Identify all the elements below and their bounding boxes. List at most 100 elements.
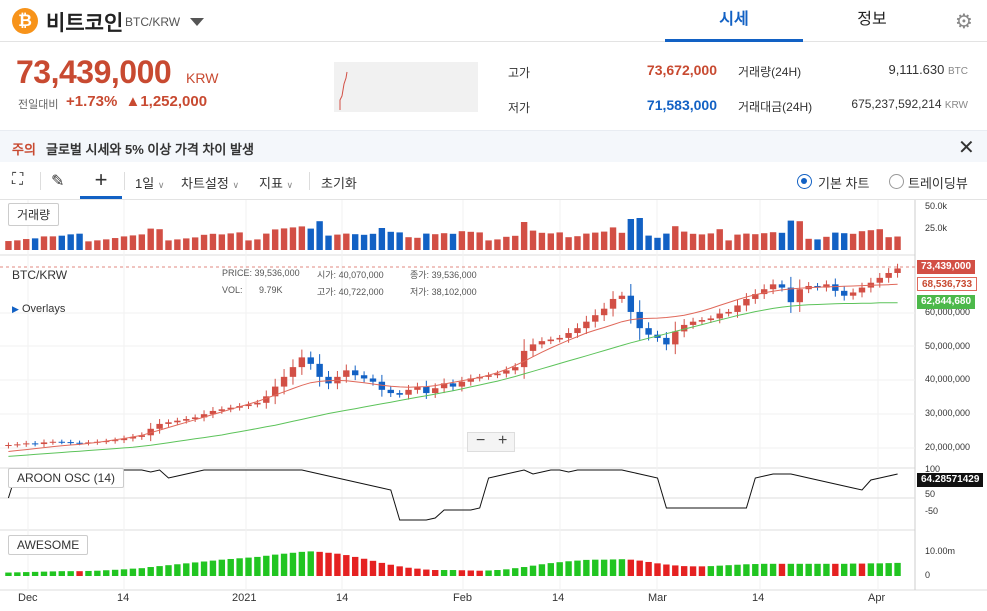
gear-icon[interactable]: ⚙ <box>955 11 973 33</box>
volume-bar <box>387 231 394 250</box>
volume-bar <box>894 236 901 250</box>
candle <box>725 311 732 314</box>
ohlc-open-label: 시가: <box>317 270 337 280</box>
tradingview-radio[interactable] <box>889 174 904 189</box>
awesome-bar <box>876 563 883 576</box>
tab-quote[interactable]: 시세 <box>665 0 803 42</box>
awesome-bar <box>103 570 110 576</box>
amount-number: 675,237,592,214 <box>851 97 942 111</box>
chart-settings-button[interactable]: 차트설정 ∨ <box>181 173 239 192</box>
interval-select[interactable]: 1일 ∨ <box>135 173 164 192</box>
awesome-tick: 10.00m <box>925 546 956 556</box>
candle <box>129 436 137 439</box>
candle <box>227 407 234 410</box>
zoom-in-button[interactable]: + <box>498 432 508 449</box>
tab-info[interactable]: 정보 <box>857 11 887 28</box>
awesome-bar <box>645 561 652 576</box>
x-tick: Mar <box>648 592 667 604</box>
aroon-tag: 64.28571429 <box>917 473 984 487</box>
candle <box>449 383 457 387</box>
volume-bar <box>743 233 750 250</box>
current-price: 73,439,000 <box>16 54 172 90</box>
candle <box>191 417 199 420</box>
volume-bar <box>458 231 466 250</box>
candle <box>627 295 635 312</box>
awesome-bar <box>5 572 12 576</box>
low-label: 저가 <box>508 101 531 115</box>
awesome-bar <box>49 571 57 576</box>
change-amount: ▲1,252,000 <box>125 93 208 110</box>
awesome-bar <box>698 566 706 576</box>
close-icon[interactable]: ✕ <box>958 137 975 159</box>
pencil-icon[interactable]: ✎ <box>51 173 65 190</box>
volume-bar <box>351 234 359 250</box>
indicators-button[interactable]: 지표 ∨ <box>259 173 293 192</box>
volume-bar <box>174 239 181 250</box>
chevron-down-icon[interactable] <box>190 18 204 26</box>
candle <box>200 414 208 418</box>
awesome-bar <box>378 562 386 576</box>
basic-chart-radio[interactable] <box>797 174 812 189</box>
chart-canvas[interactable] <box>0 200 987 611</box>
candle <box>716 313 723 319</box>
awesome-bar <box>218 559 226 576</box>
candle <box>769 284 777 290</box>
awesome-tick: 0 <box>925 570 931 580</box>
candle <box>254 402 261 405</box>
candle <box>369 378 377 382</box>
candle <box>663 337 670 345</box>
volume-bar <box>343 233 350 250</box>
awesome-bar <box>716 565 723 576</box>
chart-settings-label: 차트설정 <box>181 176 229 191</box>
awesome-bar <box>138 568 146 576</box>
awesome-bar <box>183 563 190 576</box>
overlays-toggle[interactable]: ▶ Overlays <box>12 303 65 315</box>
aroon-tick: 100 <box>925 464 941 474</box>
candle <box>823 284 830 288</box>
candle <box>503 370 510 374</box>
fullscreen-icon[interactable]: ⛶ <box>12 171 24 188</box>
reset-button[interactable]: 초기화 <box>321 176 357 191</box>
awesome-pane-label: AWESOME <box>8 535 89 555</box>
awesome-bar <box>885 563 892 576</box>
chevron-down-icon: ∨ <box>232 180 240 190</box>
candle <box>752 294 759 299</box>
awesome-bar <box>334 553 341 576</box>
awesome-bar <box>538 564 546 576</box>
candle <box>645 328 652 335</box>
volume-bar <box>191 237 199 250</box>
candle <box>743 298 750 306</box>
awesome-bar <box>627 559 635 576</box>
ohlc-close-label: 종가: <box>410 270 430 280</box>
divider <box>309 172 310 190</box>
candle <box>76 442 83 444</box>
awesome-bar <box>609 559 617 576</box>
volume-bar <box>814 239 821 250</box>
volume-bar <box>289 227 297 250</box>
volume-bar <box>707 233 715 250</box>
volume-pane-label: 거래량 <box>8 203 60 226</box>
volume-bar <box>5 241 12 250</box>
ma20-tag: 68,536,733 <box>917 277 978 291</box>
candle <box>538 341 546 345</box>
volume-tick: 25.0k <box>925 223 948 233</box>
x-tick: Dec <box>18 592 38 604</box>
coin-name[interactable]: 비트코인 <box>46 12 124 35</box>
zoom-out-button[interactable]: − <box>476 432 486 449</box>
change-values: +1.73% ▲1,252,000 <box>66 93 207 110</box>
volume-bar <box>14 240 21 250</box>
candle <box>40 442 48 445</box>
awesome-bar <box>467 570 474 576</box>
volume-bar <box>583 233 590 250</box>
candle <box>440 383 448 389</box>
crosshair-icon[interactable]: + <box>80 163 122 199</box>
candle <box>351 370 359 376</box>
awesome-bar <box>147 567 154 576</box>
volume-bar <box>334 234 341 250</box>
awesome-bar <box>440 570 448 576</box>
awesome-bar <box>529 565 537 576</box>
awesome-bar <box>894 562 901 576</box>
candle <box>218 409 226 411</box>
awesome-bar <box>360 558 368 576</box>
awesome-bar <box>414 568 421 576</box>
